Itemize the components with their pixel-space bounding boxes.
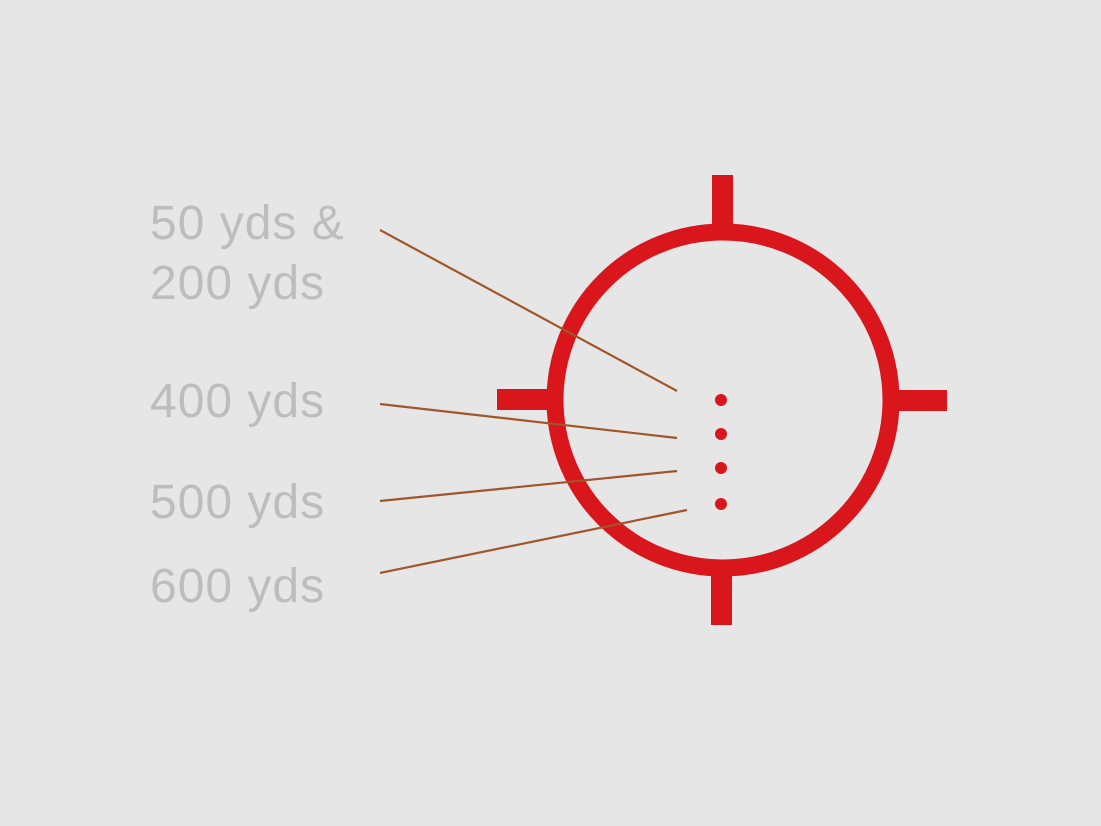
- leader-lines: [379, 229, 688, 575]
- reticle: [497, 175, 947, 625]
- leader-line-200: [379, 229, 678, 392]
- label-600: 600 yds: [150, 560, 325, 613]
- label-400: 400 yds: [150, 375, 325, 428]
- label-50-200-line2: 200 yds: [150, 257, 325, 310]
- reticle-tick-top: [712, 175, 733, 240]
- leader-line-500: [379, 469, 678, 503]
- leader-line-600: [379, 508, 688, 575]
- reticle-tick-left: [497, 389, 560, 410]
- label-500: 500 yds: [150, 476, 325, 529]
- holdover-dot-200: [715, 394, 727, 406]
- holdover-dot-400: [715, 428, 727, 440]
- label-50-200-line1: 50 yds &: [150, 197, 345, 250]
- holdover-dot-500: [715, 462, 727, 474]
- reticle-tick-bottom: [711, 560, 732, 625]
- reticle-tick-right: [885, 390, 947, 411]
- holdover-dot-600: [715, 498, 727, 510]
- leader-line-400: [379, 402, 678, 440]
